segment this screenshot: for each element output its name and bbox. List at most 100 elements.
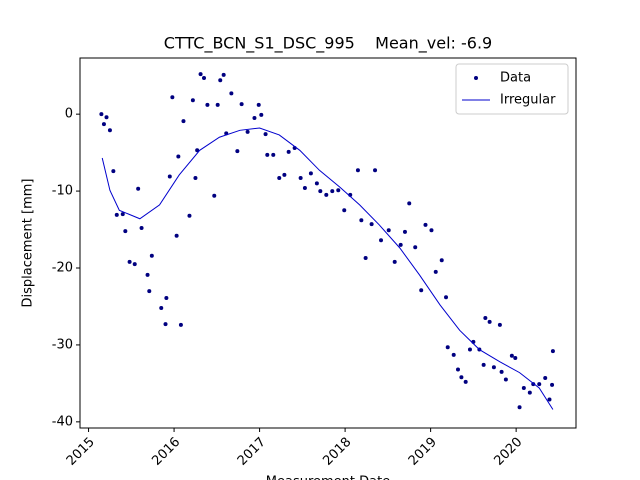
data-point [550, 382, 555, 387]
data-point [342, 208, 347, 213]
legend-marker [474, 76, 478, 80]
data-point [308, 171, 313, 176]
data-point [195, 148, 200, 153]
data-point [439, 258, 444, 263]
data-point [467, 347, 472, 352]
data-point [392, 259, 397, 264]
data-point [363, 256, 368, 260]
data-point [324, 192, 329, 197]
data-point [277, 176, 282, 180]
data-point [252, 116, 257, 120]
legend-label: Irregular [500, 93, 556, 108]
data-point [212, 193, 217, 198]
data-point [127, 259, 132, 264]
data-point [163, 322, 168, 327]
data-point [181, 119, 186, 124]
data-point [509, 353, 514, 358]
data-point [463, 379, 468, 384]
trend-line [101, 127, 554, 410]
data-point [314, 181, 319, 186]
x-tick-label: 2018 [320, 435, 354, 469]
data-point [259, 112, 264, 117]
y-tick-label: -20 [52, 261, 73, 276]
data-point [517, 405, 522, 410]
data-point [521, 386, 526, 390]
data-point [114, 212, 119, 217]
data-point [550, 349, 555, 354]
data-point [99, 112, 104, 117]
data-point [483, 316, 488, 320]
x-tick-label: 2017 [235, 435, 269, 469]
data-point [221, 72, 226, 77]
data-point [413, 245, 418, 250]
data-point [245, 129, 250, 134]
data-point [298, 176, 303, 180]
data-point [527, 390, 532, 395]
x-tick-label: 2019 [406, 435, 440, 469]
data-point [318, 189, 323, 194]
y-axis-label: Displacement [mm] [21, 179, 36, 308]
data-point [455, 367, 460, 372]
data-point [547, 397, 552, 402]
data-point [263, 132, 268, 137]
data-point [369, 222, 374, 227]
data-point [235, 149, 240, 154]
data-point [419, 288, 424, 293]
data-point [271, 152, 276, 157]
y-tick-label: -30 [52, 337, 73, 352]
data-point [159, 306, 164, 310]
y-tick-label: -10 [52, 184, 73, 199]
data-point [359, 218, 364, 223]
data-point [145, 272, 150, 277]
data-point [286, 149, 291, 154]
data-point [164, 296, 169, 300]
data-point [167, 174, 172, 179]
data-point [379, 238, 384, 243]
data-point [543, 376, 548, 380]
y-tick-label: -40 [52, 414, 73, 429]
data-point [229, 91, 234, 96]
data-point [407, 201, 412, 206]
data-point [330, 189, 335, 194]
data-point [433, 269, 438, 274]
data-point [139, 226, 144, 230]
data-point [147, 289, 152, 294]
data-point [513, 356, 518, 360]
data-point [218, 78, 223, 83]
data-point [136, 186, 141, 191]
data-point [205, 102, 210, 107]
data-point [398, 242, 403, 247]
data-point [423, 222, 428, 227]
data-point [481, 362, 486, 367]
data-point [187, 213, 192, 218]
data-point [444, 295, 449, 300]
data-point [373, 168, 378, 173]
data-point [402, 229, 407, 234]
data-point [336, 188, 341, 193]
data-point [174, 233, 179, 238]
legend-box [455, 63, 569, 115]
data-point [104, 115, 109, 120]
data-point [123, 229, 128, 234]
data-point [497, 322, 502, 327]
data-point [198, 72, 203, 77]
data-point [491, 365, 496, 370]
data-point [178, 322, 183, 327]
x-axis-label: Measurement Date [266, 475, 390, 480]
x-tick-label: 2020 [491, 435, 525, 469]
plot-frame [79, 57, 577, 429]
data-point [170, 95, 175, 100]
data-point [107, 128, 112, 133]
data-point [202, 76, 206, 80]
chart-title: CTTC_BCN_S1_DSC_995 Mean_vel: -6.9 [164, 34, 492, 54]
y-tick-label: 0 [65, 107, 73, 122]
data-point [265, 152, 270, 157]
data-point [429, 228, 434, 233]
data-point [239, 102, 244, 107]
data-point [282, 172, 287, 177]
data-point [190, 98, 195, 103]
data-point [499, 369, 504, 374]
data-point [355, 168, 360, 173]
data-point [537, 382, 542, 387]
